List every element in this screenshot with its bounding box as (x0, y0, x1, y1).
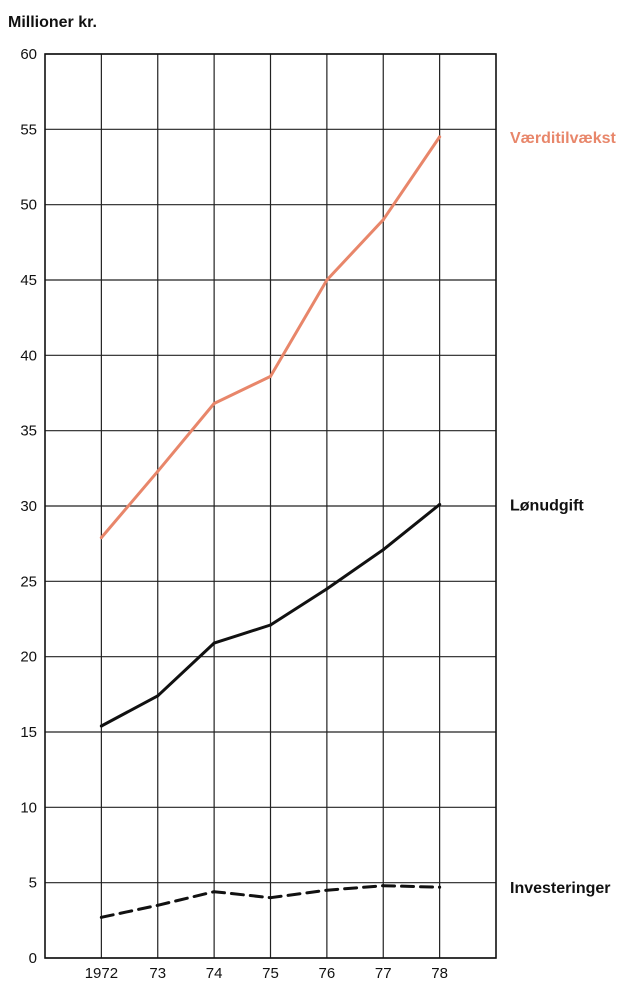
data-point (156, 469, 160, 473)
y-tick-label: 45 (20, 272, 37, 289)
y-tick-label: 55 (20, 121, 37, 138)
data-point (381, 218, 385, 222)
data-point (99, 536, 103, 540)
y-tick-label: 40 (20, 347, 37, 364)
y-tick-label: 50 (20, 197, 37, 214)
data-point (156, 903, 160, 907)
series-label-2: Investeringer (510, 880, 610, 897)
data-point (269, 374, 272, 378)
series-labels: Værditilvækst Lønudgift Investeringer (510, 130, 616, 897)
y-tick-label: 35 (20, 423, 37, 440)
y-tick-label: 20 (20, 649, 37, 666)
y-tick-label: 10 (20, 799, 37, 816)
x-tick-label: 73 (149, 965, 166, 982)
data-point (99, 724, 103, 728)
data-point (381, 548, 385, 552)
data-point (325, 587, 329, 591)
y-tick-label: 5 (29, 875, 37, 892)
data-point (212, 641, 216, 645)
data-point (156, 694, 160, 698)
x-tick-label: 75 (262, 965, 279, 982)
data-point (438, 135, 442, 139)
x-tick-label: 74 (206, 965, 223, 982)
data-point (438, 885, 442, 889)
y-tick-label: 0 (29, 950, 37, 967)
series-lines (99, 135, 442, 919)
data-point (438, 502, 442, 506)
plot-frame (44, 53, 497, 959)
y-tick-label: 60 (20, 46, 37, 63)
x-axis-ticks: 1972 73 74 75 76 77 78 (85, 965, 448, 982)
y-tick-label: 15 (20, 724, 37, 741)
data-point (269, 623, 272, 627)
x-tick-label: 76 (319, 965, 336, 982)
series-label-0: Værditilvækst (510, 130, 616, 147)
data-point (381, 884, 385, 888)
data-point (325, 278, 329, 282)
x-tick-label: 77 (375, 965, 392, 982)
data-point (269, 896, 272, 900)
series-label-1: Lønudgift (510, 497, 584, 514)
y-axis-unit-label: Millioner kr. (8, 14, 97, 31)
data-point (212, 890, 216, 894)
x-tick-label: 78 (431, 965, 448, 982)
y-axis-ticks: 0 5 10 15 20 25 30 35 40 45 50 55 60 (20, 46, 37, 967)
y-tick-label: 30 (20, 498, 37, 515)
grid (44, 53, 497, 959)
x-tick-label: 1972 (85, 965, 118, 982)
data-point (212, 402, 216, 406)
data-point (99, 915, 103, 919)
y-tick-label: 25 (20, 573, 37, 590)
data-point (325, 888, 329, 892)
